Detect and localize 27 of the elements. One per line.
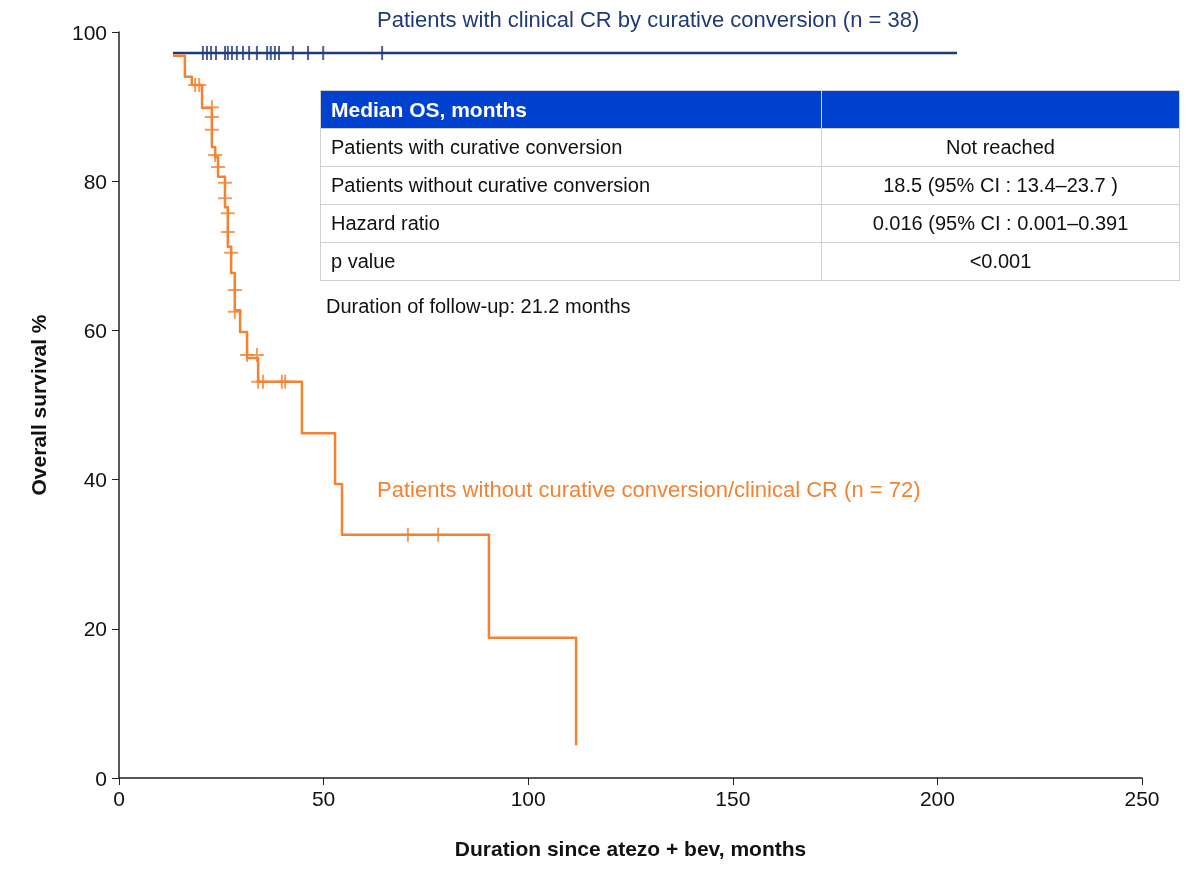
- series-label: Patients with clinical CR by curative conversion (n = 38): [377, 6, 920, 32]
- annotation: <0.001: [821, 242, 1180, 281]
- annotation: Not reached: [821, 128, 1180, 167]
- y-tick-label: 40: [83, 468, 107, 492]
- annotation: 18.5 (95% CI : 13.4–23.7 ): [821, 166, 1180, 205]
- series-label: Patients without curative conversion/clinical CR (n = 72): [377, 476, 921, 502]
- x-tick-label: 100: [510, 787, 546, 810]
- annotation: Median OS, months: [320, 90, 822, 129]
- x-tick-label: 250: [1124, 787, 1160, 810]
- x-tick-label: 50: [311, 787, 336, 810]
- annotation: Patients with curative conversion: [320, 128, 822, 167]
- annotation: Duration of follow-up: 21.2 months: [326, 295, 632, 318]
- y-axis-title: Overall survival %: [27, 314, 50, 496]
- table-header: Median OS, months: [320, 90, 1180, 129]
- x-tick-label: 200: [919, 787, 955, 810]
- y-tick-label: 80: [83, 169, 107, 193]
- annotation: Patients without curative conversion: [320, 166, 822, 205]
- annotation: 0.016 (95% CI : 0.001–0.391: [821, 204, 1180, 243]
- annotation: Hazard ratio: [320, 204, 822, 243]
- y-tick-label: 20: [83, 617, 107, 641]
- x-tick-label: 0: [113, 787, 125, 810]
- x-tick-label: 150: [715, 787, 751, 810]
- y-tick-label: 100: [71, 20, 107, 44]
- y-tick-label: 0: [95, 766, 107, 790]
- y-tick-label: 60: [83, 318, 107, 342]
- x-axis-title: Duration since atezo + bev, months: [454, 837, 807, 860]
- annotation: p value: [320, 242, 822, 281]
